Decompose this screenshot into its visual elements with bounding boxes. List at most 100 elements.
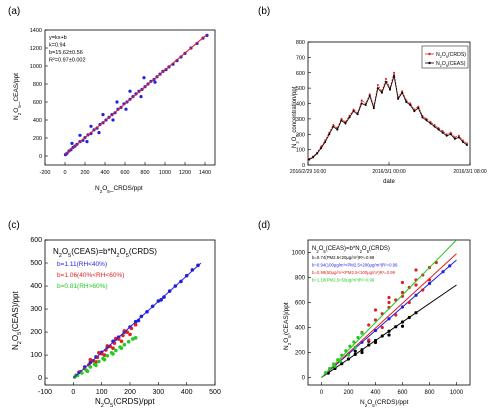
y-tick-label: 400 (33, 118, 42, 124)
data-point (119, 339, 124, 344)
data-point (407, 300, 411, 305)
y-axis-label: N2O5_CEAS/ppt (13, 73, 22, 120)
series-point (413, 110, 416, 113)
annotation-line: k=0.94 (49, 43, 66, 49)
data-point (400, 324, 405, 328)
series-point (340, 119, 343, 122)
data-point (400, 290, 405, 295)
series-point (348, 116, 351, 119)
data-point (346, 353, 351, 357)
y-axis-label: N2O5(CEAS)/ppt (283, 302, 292, 350)
y-tick-label: 800 (33, 82, 42, 88)
data-point (89, 124, 93, 128)
y-tick-label: 600 (30, 237, 42, 244)
fit-line (321, 239, 457, 378)
data-point (97, 131, 101, 135)
series-point (437, 127, 440, 130)
series-point (393, 74, 396, 77)
y-tick-label: 300 (296, 117, 305, 123)
y-tick-label: 200 (295, 351, 306, 357)
y-tick-label: 1000 (30, 64, 42, 70)
series-point (312, 156, 315, 159)
plot-frame (307, 239, 471, 386)
y-tick-label: 0 (38, 375, 42, 382)
series-point (384, 80, 387, 83)
data-point (400, 280, 405, 285)
x-tick-label: 500 (209, 389, 221, 396)
x-tick-label: 100 (96, 389, 108, 396)
data-point (414, 283, 418, 287)
series-point (405, 100, 408, 103)
data-point (70, 141, 74, 145)
x-tick-label: 2016/3/1 00:00 (372, 169, 406, 175)
legend-label: N2O5(CEAS) (436, 61, 466, 68)
x-tick-label: 1400 (199, 170, 211, 176)
data-point (78, 133, 82, 137)
panel-d: (d) 0 200 400 600 800 1000 0 200 400 600 800 1000 N2O… (258, 220, 471, 408)
series-point (433, 125, 436, 128)
series-point (445, 134, 448, 137)
x-axis-label: N2O5(CRDS)/ppt (360, 399, 409, 408)
series-point (340, 117, 343, 120)
data-point (125, 330, 129, 334)
series-point (397, 97, 400, 100)
plot-frame (44, 29, 216, 166)
legend-label: N2O5(CRDS) (436, 52, 466, 59)
x-tick-label: 1000 (450, 390, 464, 396)
panel-label: (a) (8, 6, 20, 17)
series-point (465, 142, 468, 145)
chart-title: N2O5(CEAS)=b*N2O5(CRDS) (53, 247, 157, 259)
y-tick-label: 500 (296, 86, 305, 92)
series-point (429, 120, 432, 123)
data-point (373, 340, 378, 345)
data-point (353, 349, 357, 353)
data-point (353, 345, 357, 350)
x-tick-label: 2016/3/1 08:00 (453, 169, 487, 175)
series-point (453, 137, 456, 140)
y-tick-label: 600 (295, 301, 306, 307)
x-tick-label: 800 (424, 390, 435, 396)
data-point (367, 323, 371, 327)
data-point (126, 339, 131, 344)
series-point (401, 90, 404, 93)
x-tick-label: -100 (38, 389, 52, 396)
y-tick-label: 0 (39, 154, 42, 160)
y-tick-label: 600 (33, 100, 42, 106)
data-point (352, 340, 356, 344)
series-point (332, 124, 335, 127)
series-point (344, 122, 347, 125)
data-point (114, 348, 118, 353)
data-point (111, 118, 115, 122)
y-tick-label: 500 (30, 260, 42, 267)
data-point (128, 89, 132, 93)
annotation-line: R²=0.97±0.002 (49, 58, 86, 64)
series-point (368, 94, 371, 97)
series-label: b=1.06(40%<RH<60%) (57, 272, 124, 279)
series-line (308, 75, 468, 160)
x-tick-label: 0 (63, 170, 66, 176)
panel-b: (b) 0 100 200 300 400 500 600 700 800 2016/2/29 16… (258, 6, 487, 185)
y-tick-label: 600 (296, 71, 305, 77)
data-point (387, 333, 391, 337)
data-point (85, 140, 89, 144)
y-axis-label: N2O5(CEAS)/ppt (11, 291, 23, 351)
legend-box (421, 45, 469, 69)
data-point (131, 337, 135, 341)
panel-label: (d) (258, 220, 270, 231)
series-point (384, 77, 387, 80)
y-tick-label: 1000 (292, 251, 306, 257)
data-point (153, 80, 157, 84)
data-point (380, 325, 384, 330)
data-point (129, 326, 134, 331)
data-point (421, 288, 425, 292)
series-point (421, 116, 424, 119)
series-point (449, 133, 452, 136)
y-tick-label: 700 (296, 55, 305, 61)
series-point (332, 125, 335, 128)
data-point (111, 346, 115, 350)
x-tick-label: -200 (39, 170, 50, 176)
series-point (376, 84, 379, 87)
y-tick-label: 0 (302, 376, 306, 382)
series-point (437, 128, 440, 131)
x-tick-label: 1000 (159, 170, 171, 176)
